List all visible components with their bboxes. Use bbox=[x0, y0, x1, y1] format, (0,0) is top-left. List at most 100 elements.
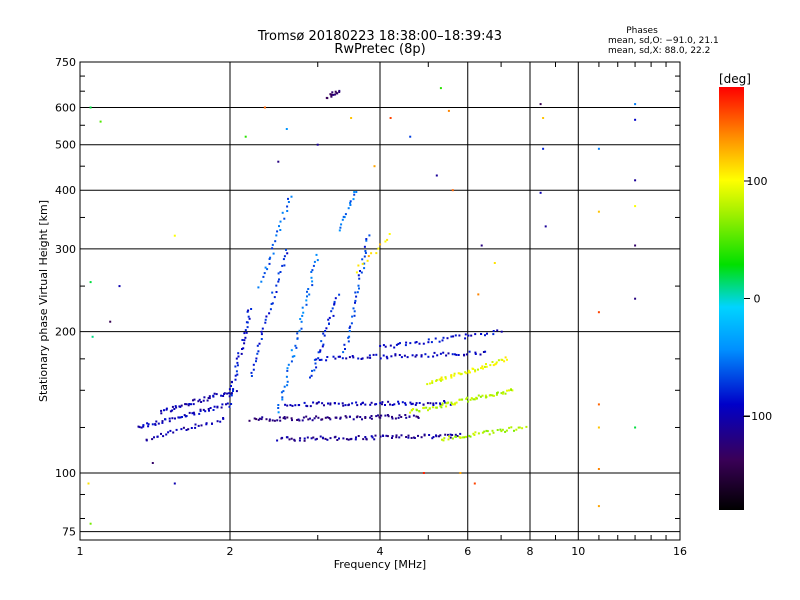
data-point bbox=[349, 202, 352, 204]
data-point bbox=[165, 433, 168, 436]
data-point bbox=[454, 334, 457, 337]
data-point bbox=[291, 404, 294, 407]
data-point bbox=[482, 351, 485, 353]
data-point bbox=[303, 437, 306, 440]
data-point bbox=[387, 415, 390, 418]
data-point bbox=[444, 377, 447, 380]
data-point bbox=[271, 291, 274, 294]
data-point bbox=[364, 403, 367, 406]
data-point bbox=[430, 341, 433, 344]
data-point bbox=[431, 406, 434, 409]
data-point bbox=[324, 416, 327, 419]
data-point bbox=[209, 407, 212, 409]
data-point bbox=[481, 394, 484, 397]
data-point bbox=[501, 359, 504, 361]
data-point bbox=[491, 429, 494, 432]
data-point bbox=[197, 400, 200, 403]
data-point bbox=[326, 356, 329, 358]
data-point bbox=[244, 336, 247, 339]
data-point bbox=[417, 417, 420, 419]
data-point bbox=[415, 341, 418, 343]
data-point bbox=[363, 245, 366, 248]
data-point bbox=[333, 300, 336, 303]
data-point bbox=[146, 422, 149, 425]
data-point bbox=[277, 272, 280, 275]
data-point bbox=[257, 286, 260, 289]
data-point bbox=[474, 397, 477, 400]
data-point bbox=[406, 356, 409, 359]
data-point bbox=[333, 303, 336, 306]
data-point bbox=[483, 430, 486, 433]
data-point bbox=[386, 238, 389, 241]
data-point bbox=[355, 295, 358, 298]
data-point bbox=[473, 482, 476, 485]
data-point bbox=[184, 403, 187, 406]
data-point bbox=[422, 472, 425, 474]
data-point bbox=[330, 95, 333, 98]
data-point bbox=[277, 160, 280, 163]
data-point bbox=[391, 404, 394, 406]
data-point bbox=[329, 93, 332, 96]
data-point bbox=[393, 346, 396, 349]
data-point bbox=[425, 406, 428, 409]
data-point bbox=[194, 423, 197, 426]
data-point bbox=[372, 353, 375, 356]
data-point bbox=[344, 213, 347, 216]
data-point bbox=[245, 321, 248, 324]
data-point bbox=[151, 438, 154, 441]
data-point bbox=[164, 418, 167, 421]
data-point bbox=[329, 403, 332, 406]
data-point bbox=[252, 368, 255, 371]
data-point bbox=[355, 436, 357, 439]
data-point bbox=[504, 430, 507, 433]
data-point bbox=[260, 280, 263, 283]
data-point bbox=[228, 388, 231, 391]
data-point bbox=[353, 310, 356, 313]
data-point bbox=[212, 394, 215, 397]
data-point bbox=[317, 351, 320, 354]
data-point bbox=[350, 117, 353, 119]
data-point bbox=[351, 355, 354, 357]
data-point bbox=[327, 402, 329, 405]
data-point bbox=[469, 435, 472, 438]
data-point bbox=[382, 354, 385, 357]
data-point bbox=[360, 403, 362, 406]
data-point bbox=[306, 290, 308, 293]
data-point bbox=[319, 349, 322, 352]
data-point bbox=[310, 276, 313, 279]
data-point bbox=[373, 438, 376, 441]
data-point bbox=[283, 416, 286, 418]
data-point bbox=[443, 400, 446, 402]
data-point bbox=[420, 354, 423, 357]
data-point bbox=[172, 431, 175, 434]
data-point bbox=[394, 417, 397, 420]
data-point bbox=[185, 415, 188, 417]
data-point bbox=[341, 357, 344, 360]
data-point bbox=[428, 434, 431, 436]
data-point bbox=[465, 372, 468, 375]
colorbar-tick-label: 100 bbox=[747, 175, 768, 188]
data-point bbox=[427, 355, 430, 358]
data-point bbox=[235, 390, 238, 393]
data-point bbox=[273, 296, 276, 299]
data-point bbox=[438, 378, 441, 381]
data-point bbox=[336, 439, 339, 441]
data-point bbox=[439, 377, 442, 380]
data-point bbox=[382, 344, 385, 347]
data-point bbox=[412, 408, 415, 410]
data-point bbox=[434, 337, 437, 340]
data-point bbox=[287, 197, 289, 200]
data-point bbox=[294, 344, 297, 347]
data-point bbox=[171, 409, 174, 412]
data-point bbox=[241, 339, 244, 341]
data-point bbox=[336, 92, 339, 95]
y-tick-label: 600 bbox=[55, 102, 76, 115]
data-point bbox=[414, 403, 417, 406]
data-point bbox=[370, 417, 373, 420]
data-point bbox=[495, 361, 498, 364]
data-point bbox=[311, 269, 314, 272]
data-point bbox=[357, 284, 360, 287]
data-point bbox=[410, 409, 413, 412]
data-point bbox=[245, 331, 248, 334]
data-point bbox=[260, 418, 263, 421]
